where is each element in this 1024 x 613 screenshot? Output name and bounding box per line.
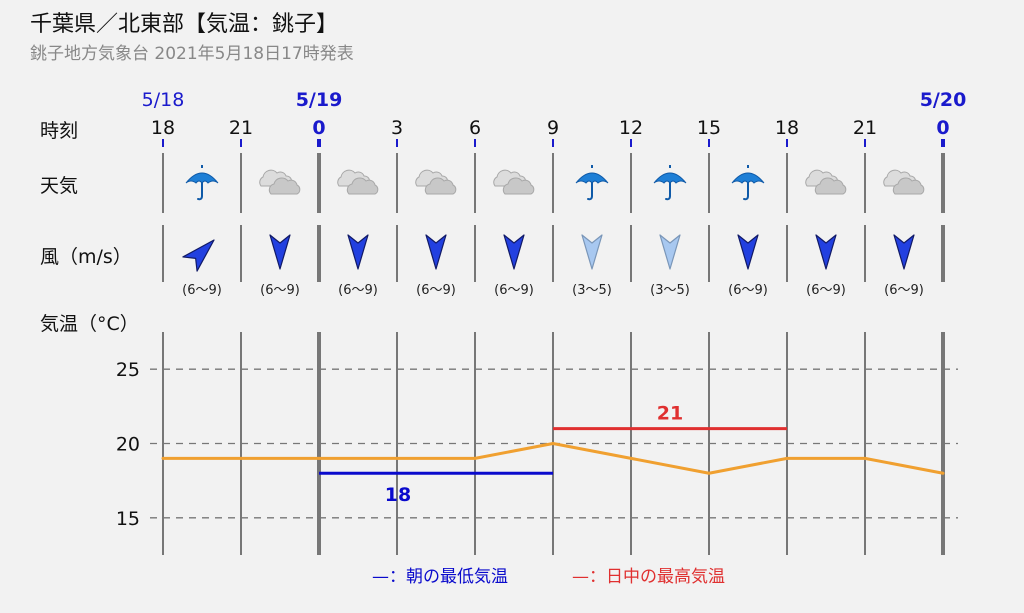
wind-speed-label: (6～9) xyxy=(728,283,768,298)
page-title: 千葉県／北東部【気温：銚子】 xyxy=(30,12,339,37)
wind-arrow-icon xyxy=(503,234,525,270)
cloud-icon xyxy=(337,169,379,195)
wind-speed-label: (6～9) xyxy=(416,283,456,298)
temperature-point xyxy=(473,456,477,460)
wind-speed-label: (6～9) xyxy=(260,283,300,298)
row-label-temp: 気温（°C） xyxy=(40,313,139,335)
wind-speed-label: (3～5) xyxy=(650,283,690,298)
page-subtitle: 銚子地方気象台 2021年5月18日17時発表 xyxy=(30,44,354,64)
hour-label: 0 xyxy=(312,117,325,139)
cloud-icon xyxy=(259,169,301,195)
date-label: 5/18 xyxy=(142,89,185,111)
wind-arrow-icon xyxy=(737,234,759,270)
wind-arrow-icon xyxy=(659,234,681,270)
wind-speed-label: (6～9) xyxy=(494,283,534,298)
temperature-point xyxy=(317,456,321,460)
y-tick-label: 15 xyxy=(116,508,140,530)
legend-item: —：朝の最低気温 xyxy=(372,567,508,587)
temperature-point xyxy=(785,456,789,460)
date-label: 5/20 xyxy=(920,89,967,111)
temperature-point xyxy=(629,456,633,460)
legend-mark: — xyxy=(572,567,589,587)
hour-label: 18 xyxy=(775,117,799,139)
temperature-point xyxy=(863,456,867,460)
temperature-point xyxy=(551,442,555,445)
temperature-point xyxy=(395,456,399,460)
y-tick-label: 25 xyxy=(116,359,140,381)
row-label-time: 時刻 xyxy=(40,120,78,142)
y-tick-label: 20 xyxy=(116,434,140,456)
temperature-point xyxy=(161,456,165,460)
umbrella-icon xyxy=(731,165,765,201)
umbrella-icon xyxy=(653,165,687,201)
hour-label: 18 xyxy=(151,117,175,139)
wind-speed-label: (6～9) xyxy=(884,283,924,298)
row-label-weather: 天気 xyxy=(40,175,78,197)
wind-arrow-icon xyxy=(893,234,915,270)
hour-label: 12 xyxy=(619,117,643,139)
cloud-icon xyxy=(415,169,457,195)
cloud-icon xyxy=(493,169,535,195)
min-temp-label: 18 xyxy=(385,484,411,506)
wind-arrow-icon xyxy=(581,234,603,270)
hour-label: 21 xyxy=(229,117,253,139)
wind-arrow-icon xyxy=(347,234,369,270)
header: 千葉県／北東部【気温：銚子】 銚子地方気象台 2021年5月18日17時発表 xyxy=(30,8,354,66)
legend-item: —：日中の最高気温 xyxy=(572,567,725,587)
legend-text: ：朝の最低気温 xyxy=(389,567,508,587)
wind-arrow-icon xyxy=(269,234,291,270)
umbrella-icon xyxy=(575,165,609,201)
legend-mark: — xyxy=(372,567,389,587)
wind-arrow-icon xyxy=(425,234,447,270)
max-temp-label: 21 xyxy=(657,403,683,425)
temperature-point xyxy=(707,471,711,475)
row-label-wind: 風（m/s） xyxy=(40,246,132,268)
hour-label: 0 xyxy=(936,117,949,139)
hour-label: 6 xyxy=(469,117,481,139)
wind-arrow-icon xyxy=(182,239,215,272)
wind-speed-label: (3～5) xyxy=(572,283,612,298)
legend-text: ：日中の最高気温 xyxy=(589,567,725,587)
hour-label: 3 xyxy=(391,117,403,139)
date-label: 5/19 xyxy=(296,89,343,111)
wind-arrow-icon xyxy=(815,234,837,270)
wind-speed-label: (6～9) xyxy=(806,283,846,298)
temperature-point xyxy=(239,456,243,460)
hour-label: 15 xyxy=(697,117,721,139)
wind-speed-label: (6～9) xyxy=(338,283,378,298)
temperature-point xyxy=(941,471,945,475)
hour-label: 9 xyxy=(547,117,559,139)
cloud-icon xyxy=(805,169,847,195)
hour-label: 21 xyxy=(853,117,877,139)
wind-speed-label: (6～9) xyxy=(182,283,222,298)
umbrella-icon xyxy=(185,165,219,201)
cloud-icon xyxy=(883,169,925,195)
